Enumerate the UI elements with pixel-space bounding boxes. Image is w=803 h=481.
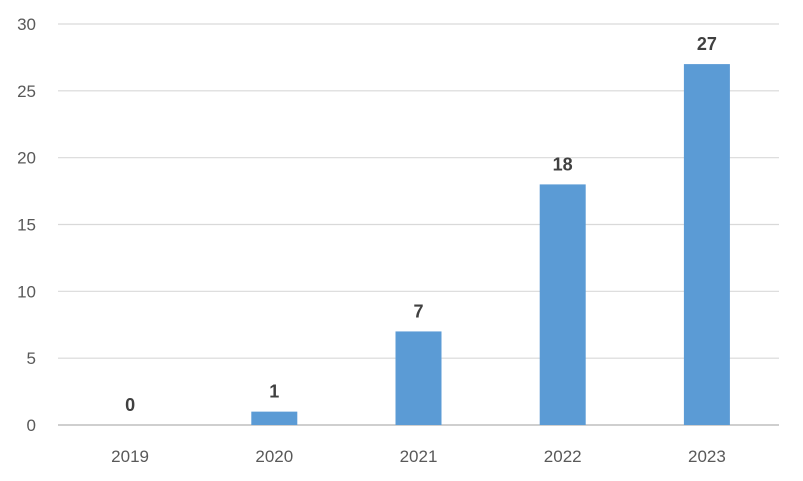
bars	[251, 64, 730, 425]
y-tick-label-15: 15	[17, 216, 36, 235]
x-tick-label-2020: 2020	[255, 447, 293, 466]
gridlines	[58, 23, 779, 426]
x-axis: 2019 2020 2021 2022 2023	[111, 447, 726, 466]
data-label-2022: 18	[553, 154, 573, 174]
data-label-2023: 27	[697, 34, 717, 54]
x-tick-label-2019: 2019	[111, 447, 149, 466]
y-tick-label-25: 25	[17, 82, 36, 101]
data-label-2020: 1	[269, 382, 279, 402]
data-labels: 0 1 7 18 27	[125, 34, 717, 415]
bar-2021	[395, 331, 442, 425]
data-label-2019: 0	[125, 395, 135, 415]
y-tick-label-30: 30	[17, 15, 36, 34]
x-tick-label-2023: 2023	[688, 447, 726, 466]
x-tick-label-2022: 2022	[544, 447, 582, 466]
data-label-2021: 7	[413, 301, 423, 321]
x-tick-label-2021: 2021	[400, 447, 438, 466]
y-tick-label-5: 5	[27, 349, 36, 368]
bar-2022	[539, 184, 586, 425]
y-tick-label-20: 20	[17, 149, 36, 168]
y-tick-label-0: 0	[27, 416, 36, 435]
y-axis: 0 5 10 15 20 25 30	[17, 15, 36, 435]
y-tick-label-10: 10	[17, 282, 36, 301]
bar-2023	[683, 64, 730, 425]
bar-2020	[251, 411, 298, 425]
